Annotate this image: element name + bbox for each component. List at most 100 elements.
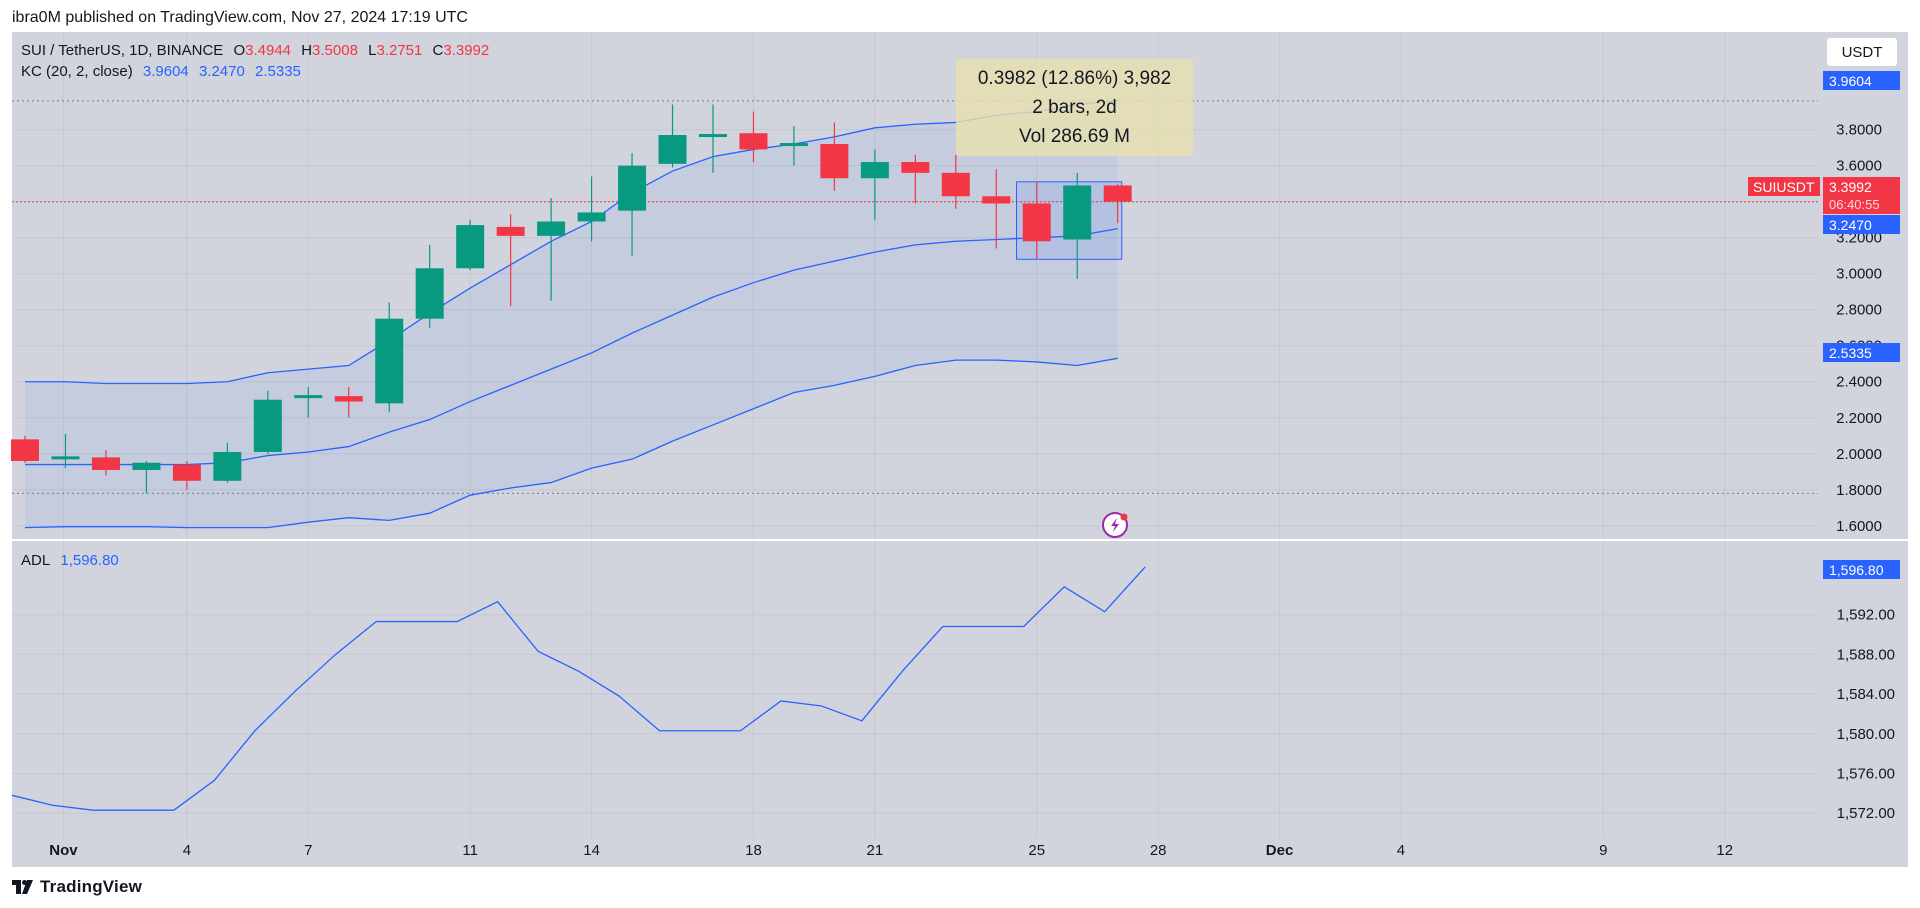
symbol-legend: SUI / TetherUS, 1D, BINANCE O3.4944 H3.5… — [21, 42, 495, 59]
currency-button[interactable]: USDT — [1826, 37, 1898, 67]
adl-tick-label: 1,576.00 — [1837, 765, 1895, 782]
candle — [739, 111, 768, 163]
kc-upper-tag: 3.9604 — [1823, 71, 1900, 90]
kc-lower-tag: 2.5335 — [1823, 343, 1900, 362]
time-tick-label: 7 — [304, 842, 312, 859]
adl-tick-label: 1,580.00 — [1837, 726, 1895, 743]
time-tick-label: 9 — [1599, 842, 1607, 859]
candle — [779, 126, 808, 166]
candle-body — [739, 133, 768, 150]
candle — [658, 104, 687, 168]
time-tick-label: 12 — [1716, 842, 1733, 859]
time-tick-label: 4 — [1397, 842, 1405, 859]
ohlc-low: L3.2751 — [368, 42, 423, 59]
adl-series-line — [11, 566, 1146, 811]
candle — [860, 149, 889, 220]
candle-body — [1103, 185, 1132, 202]
kc-fill — [25, 100, 1118, 528]
measure-volume: Vol 286.69 M — [1019, 126, 1130, 147]
candle-body — [941, 172, 970, 197]
price-tick-label: 1.6000 — [1836, 518, 1882, 535]
candle-body — [537, 221, 566, 236]
measure-tooltip: 0.3982 (12.86%) 3,982 2 bars, 2d Vol 286… — [956, 59, 1193, 156]
candle-body — [294, 395, 323, 399]
time-tick-label: 28 — [1150, 842, 1167, 859]
kc-lower-line — [24, 357, 1118, 529]
time-tick-label: 18 — [745, 842, 762, 859]
kc-lines — [24, 100, 1118, 529]
candle — [172, 460, 201, 490]
price-tick-label: 1.8000 — [1836, 482, 1882, 499]
candle-body — [901, 162, 930, 173]
candle — [334, 387, 363, 418]
countdown-tag: 06:40:55 — [1823, 195, 1900, 214]
adl-value: 1,596.80 — [60, 552, 119, 569]
candle-body — [172, 464, 201, 481]
candle-body — [456, 225, 485, 269]
candle-body — [698, 134, 727, 138]
time-tick-label: Nov — [49, 842, 78, 859]
candle-body — [982, 196, 1011, 204]
reference-lines — [12, 100, 1818, 494]
kc-label: KC (20, 2, close) — [21, 63, 133, 80]
candle-body — [334, 396, 363, 402]
time-tick-label: 21 — [867, 842, 884, 859]
kc-middle-tag: 3.2470 — [1823, 215, 1900, 234]
kc-lower-value: 2.5335 — [255, 63, 301, 80]
measure-change: 0.3982 (12.86%) 3,982 — [977, 68, 1172, 89]
measure-bars: 2 bars, 2d — [1032, 97, 1117, 118]
time-tick-label: Dec — [1266, 842, 1294, 859]
price-tick-label: 3.6000 — [1836, 158, 1882, 175]
time-axis[interactable]: Nov 4 7 11 14 18 21 25 28 Dec 4 9 12 — [49, 842, 1733, 859]
kc-upper-line — [25, 100, 1118, 385]
lightning-icon[interactable] — [1102, 512, 1128, 538]
price-tick-label: 3.0000 — [1836, 266, 1882, 283]
price-tick-label: 2.2000 — [1836, 410, 1882, 427]
candle-body — [860, 162, 889, 179]
candle-body — [213, 451, 242, 481]
time-tick-label: 14 — [583, 842, 600, 859]
candle-body — [132, 462, 161, 470]
candle — [375, 302, 404, 413]
symbol-tag: SUIUSDT — [1748, 177, 1820, 196]
candle — [51, 433, 80, 469]
candle — [1063, 172, 1092, 280]
candle-body — [375, 318, 404, 404]
candle — [577, 176, 606, 242]
kc-upper-value: 3.9604 — [142, 63, 189, 80]
price-tick-label: 2.0000 — [1836, 446, 1882, 463]
adl-line — [11, 566, 1146, 811]
adl-tick-label: 1,588.00 — [1837, 646, 1895, 663]
candle-body — [1022, 203, 1051, 242]
adl-legend: ADL 1,596.80 — [21, 552, 125, 569]
adl-tag: 1,596.80 — [1823, 560, 1900, 579]
adl-axis[interactable]: 1,572.00 1,576.00 1,580.00 1,584.00 1,588.00… — [1837, 607, 1895, 823]
candle — [1022, 181, 1051, 260]
published-caption: ibra0M published on TradingView.com, Nov… — [12, 9, 468, 26]
tradingview-logo-icon — [12, 880, 33, 894]
candle — [132, 460, 161, 494]
candle — [11, 435, 39, 463]
candle-body — [779, 143, 808, 147]
time-tick-label: 11 — [462, 842, 478, 859]
price-tick-label: 3.8000 — [1836, 122, 1882, 139]
candle-body — [253, 399, 282, 452]
price-tick-label: 2.4000 — [1836, 374, 1882, 391]
candle — [213, 442, 242, 483]
time-tick-label: 4 — [183, 842, 191, 859]
candle — [1103, 183, 1132, 224]
candle — [982, 169, 1011, 249]
candle — [698, 104, 727, 173]
candle-body — [820, 144, 849, 179]
candle — [415, 244, 444, 328]
footer-brand[interactable]: TradingView — [12, 877, 142, 897]
candle — [901, 154, 930, 204]
adl-tick-label: 1,572.00 — [1837, 805, 1895, 822]
candle-body — [91, 457, 120, 470]
candle-body — [1063, 185, 1092, 240]
candle-body — [577, 212, 606, 222]
candle-body — [11, 439, 39, 461]
ohlc-open: O3.4944 — [233, 42, 292, 59]
price-tick-label: 2.8000 — [1836, 302, 1882, 319]
candle — [253, 390, 282, 454]
